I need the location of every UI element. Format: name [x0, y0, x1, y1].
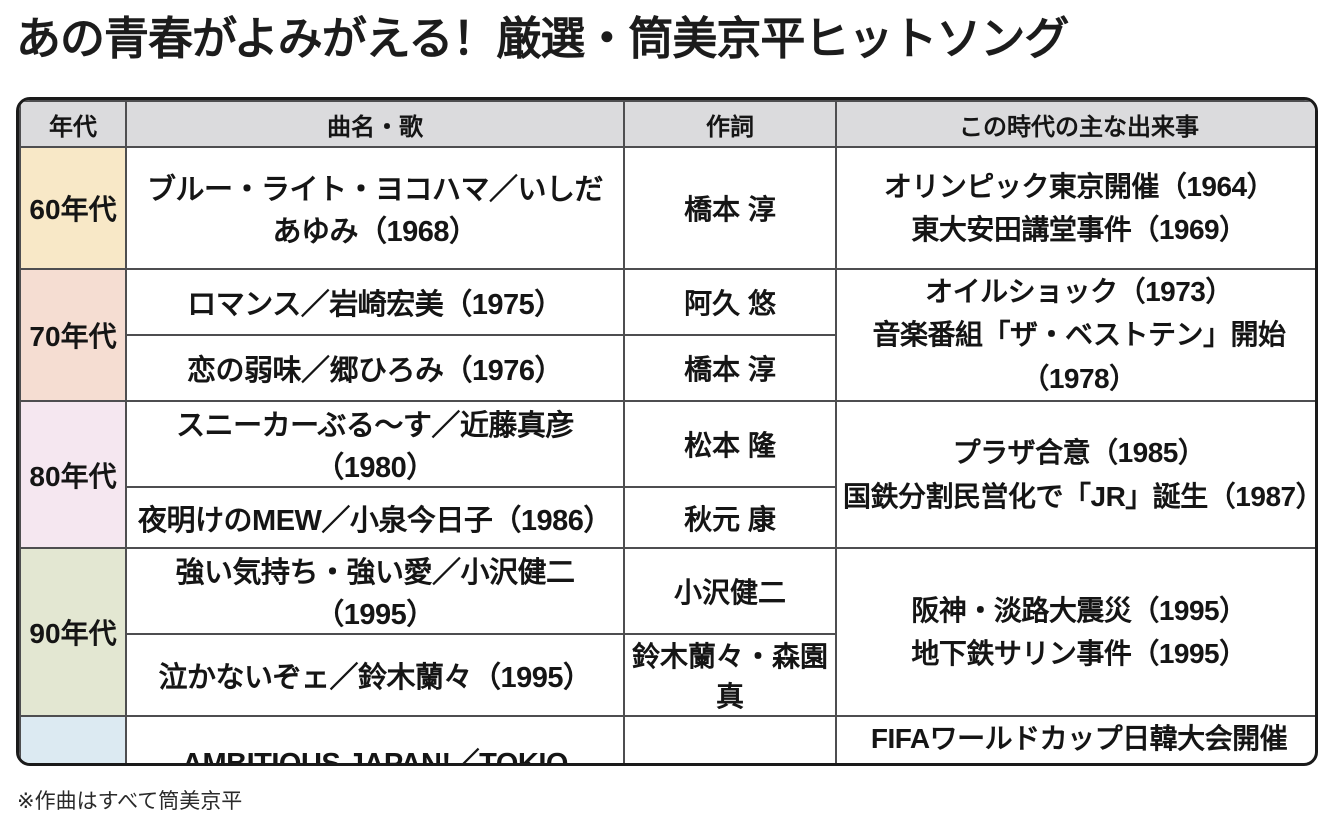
lyricist-cell: 阿久 悠 — [623, 267, 837, 337]
song-cell: スニーカーぶる～す／近藤真彦（1980） — [125, 400, 625, 489]
table-row: 70年代 ロマンス／岩崎宏美（1975） 阿久 悠 オイルショック（1973） … — [19, 267, 1315, 403]
event-line: プラザ合意（1985） — [952, 437, 1206, 469]
events-cell-90s: 阪神・淡路大震災（1995） 地下鉄サリン事件（1995） — [835, 547, 1315, 718]
lyricist-cell: 小沢健二 — [623, 547, 837, 636]
era-cell-60s: 60年代 — [19, 146, 127, 270]
song-cell: ブルー・ライト・ヨコハマ／いしだあゆみ（1968） — [125, 146, 625, 270]
composer-footnote: ※作曲はすべて筒美京平 — [17, 790, 243, 813]
header-song: 曲名・歌 — [125, 100, 625, 148]
lyricist-cell: 橋本 淳 — [623, 146, 837, 270]
event-line: 阪神・淡路大震災（1995） — [911, 594, 1247, 626]
lyricist-cell: 橋本 淳 — [623, 334, 837, 403]
era-cell-00s: 00年代 — [19, 715, 127, 763]
lyricist-cell: 鈴木蘭々・森園 真 — [623, 633, 837, 718]
table-row: 夜明けのMEW／小泉今日子（1986） 秋元 康 — [20, 486, 1315, 550]
header-era: 年代 — [19, 100, 127, 148]
lyricist-cell: 秋元 康 — [623, 486, 837, 550]
song-cell: ロマンス／岩崎宏美（1975） — [125, 267, 625, 337]
events-cell-60s: オリンピック東京開催（1964） 東大安田講堂事件（1969） — [835, 146, 1315, 270]
lyricist-cell: なかにし礼 — [623, 715, 837, 763]
header-lyricist: 作詞 — [623, 100, 837, 148]
table-row: 80年代 スニーカーぶる～す／近藤真彦（1980） 松本 隆 プラザ合意（198… — [19, 400, 1315, 550]
era-cell-90s: 90年代 — [19, 547, 127, 718]
page-title: あの青春がよみがえる！厳選・筒美京平ヒットソング — [16, 13, 1069, 64]
table-row: 90年代 強い気持ち・強い愛／小沢健二（1995） 小沢健二 阪神・淡路大震災（… — [19, 547, 1315, 718]
era-cell-80s: 80年代 — [19, 400, 127, 550]
song-cell: 恋の弱味／郷ひろみ（1976） — [125, 334, 625, 403]
header-events: この時代の主な出来事 — [835, 100, 1315, 148]
songs-table: 年代 曲名・歌 作詞 この時代の主な出来事 60年代 ブルー・ライト・ヨコハマ／… — [19, 100, 1315, 763]
song-cell: AMBITIOUS JAPAN!／TOKIO（2003） — [125, 715, 625, 763]
hit-song-table: 年代 曲名・歌 作詞 この時代の主な出来事 60年代 ブルー・ライト・ヨコハマ／… — [16, 97, 1318, 766]
table-header-row: 年代 曲名・歌 作詞 この時代の主な出来事 — [19, 100, 1315, 148]
era-cell-70s: 70年代 — [19, 267, 127, 403]
event-line: 国鉄分割民営化で「JR」誕生（1987） — [843, 480, 1318, 512]
lyricist-cell: 松本 隆 — [623, 400, 837, 489]
table-row: 恋の弱味／郷ひろみ（1976） 橋本 淳 — [20, 334, 1315, 403]
event-line: オリンピック東京開催（1964） — [883, 170, 1275, 202]
event-line: オイルショック（1973） — [925, 276, 1233, 307]
song-cell: 夜明けのMEW／小泉今日子（1986） — [125, 486, 625, 550]
events-cell-70s: オイルショック（1973） 音楽番組「ザ・ベストテン」開始（1978） — [835, 267, 1315, 403]
event-line: 地下鉄サリン事件（1995） — [911, 638, 1247, 670]
table-row: 00年代 AMBITIOUS JAPAN!／TOKIO（2003） なかにし礼 … — [19, 715, 1315, 763]
events-cell-00s: FIFAワールドカップ日韓大会開催（2002） リーマンショック（2008） — [835, 715, 1315, 763]
events-cell-80s: プラザ合意（1985） 国鉄分割民営化で「JR」誕生（1987） — [835, 400, 1318, 550]
event-line: FIFAワールドカップ日韓大会開催（2002） — [870, 723, 1288, 755]
table-row: 60年代 ブルー・ライト・ヨコハマ／いしだあゆみ（1968） 橋本 淳 オリンピ… — [19, 146, 1315, 270]
song-cell: 泣かないぞェ／鈴木蘭々（1995） — [125, 633, 625, 718]
song-cell: 強い気持ち・強い愛／小沢健二（1995） — [125, 547, 625, 636]
event-line: 音楽番組「ザ・ベストテン」開始（1978） — [872, 319, 1286, 394]
table-row: 泣かないぞェ／鈴木蘭々（1995） 鈴木蘭々・森園 真 — [20, 633, 1315, 718]
event-line: 東大安田講堂事件（1969） — [911, 214, 1247, 245]
